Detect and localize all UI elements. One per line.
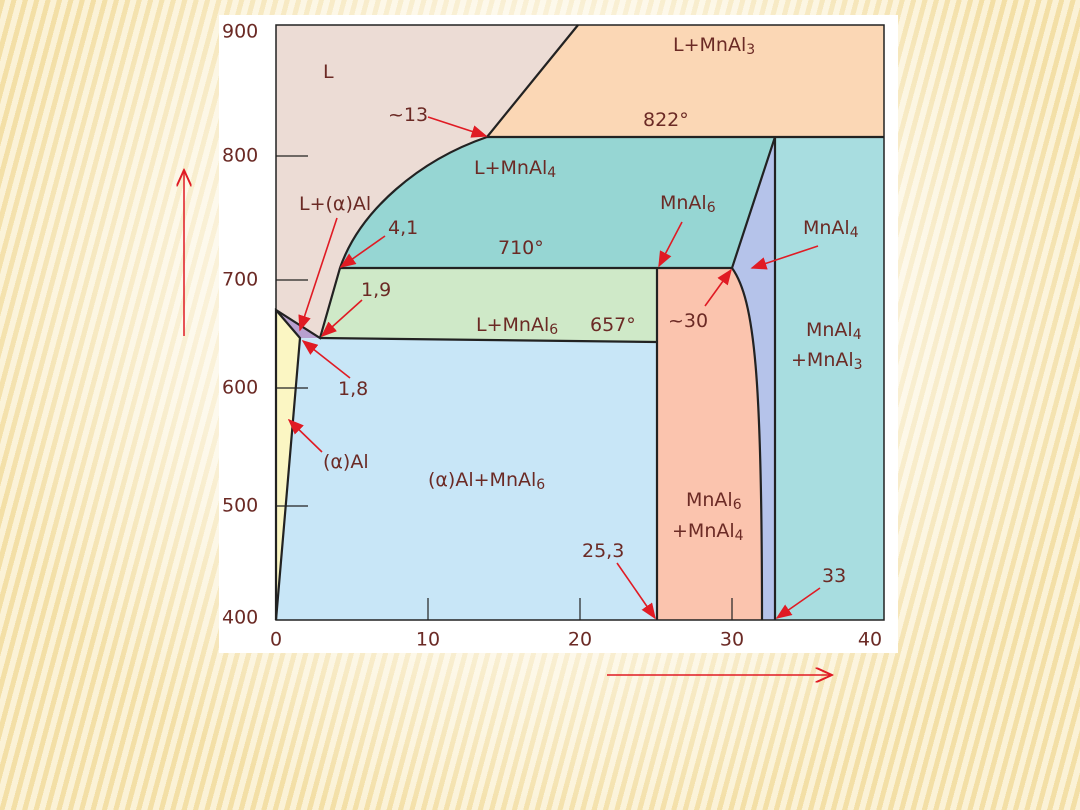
label-text: L+MnAl xyxy=(474,157,547,179)
label-text: +MnAl xyxy=(672,520,735,542)
arrow xyxy=(704,268,732,307)
label-text: 1,9 xyxy=(361,279,391,301)
region-mnal4-mnal3 xyxy=(775,137,884,620)
label-sub: 6 xyxy=(549,322,558,338)
solvus xyxy=(274,309,302,621)
phase-label: MnAl4 xyxy=(803,217,859,242)
label-text: 657° xyxy=(590,314,636,336)
region-labels: L L+MnAl3 822° ~13 L+MnAl4 L+(α)Al 4,1 7… xyxy=(299,34,863,587)
region-l xyxy=(276,25,578,338)
label-text: ~30 xyxy=(668,310,708,332)
arrow xyxy=(658,221,683,268)
phase-label: L+(α)Al xyxy=(299,193,371,215)
phase-label: L+MnAl3 xyxy=(673,34,755,59)
composition-label: ~13 xyxy=(388,104,428,126)
label-text: MnAl xyxy=(803,217,850,239)
label-text: 1,8 xyxy=(338,378,368,400)
arrow xyxy=(750,245,819,270)
y-tick-label: 400 xyxy=(222,607,258,629)
x-tick-label: 30 xyxy=(720,629,744,651)
x-tick-label: 20 xyxy=(568,629,592,651)
arrow xyxy=(287,418,323,453)
arrow xyxy=(427,116,488,138)
phase-label: +MnAl4 xyxy=(672,520,744,545)
label-text: 4,1 xyxy=(388,217,418,239)
x-tick-labels: 0 10 20 30 40 xyxy=(270,629,882,651)
phase-label: L xyxy=(323,61,334,83)
label-text: (α)Al+MnAl xyxy=(428,469,536,491)
label-sub: 4 xyxy=(735,528,744,544)
arrow xyxy=(339,235,386,268)
label-sub: 6 xyxy=(536,477,545,493)
phase-label: L+MnAl4 xyxy=(474,157,556,182)
phase-label: +MnAl3 xyxy=(791,349,863,374)
label-text: +MnAl xyxy=(791,349,854,371)
ticks xyxy=(276,155,733,620)
label-sub: 6 xyxy=(707,200,716,216)
region-l-mnal4 xyxy=(340,137,775,268)
composition-label: 33 xyxy=(822,565,846,587)
x-tick-label: 0 xyxy=(270,629,282,651)
boundary xyxy=(319,336,658,344)
region-mnal6-mnal4 xyxy=(657,268,762,620)
phase-label: MnAl6 xyxy=(686,489,742,514)
label-text: 822° xyxy=(643,109,689,131)
region-l-mnal6 xyxy=(320,268,657,342)
composition-label: 1,9 xyxy=(361,279,391,301)
label-text: MnAl xyxy=(686,489,733,511)
phase-regions xyxy=(276,25,884,620)
label-sub: 3 xyxy=(746,42,755,58)
composition-label: 1,8 xyxy=(338,378,368,400)
temperature-label: 822° xyxy=(643,109,689,131)
phase-label: L+MnAl6 xyxy=(476,314,558,339)
label-text: (α)Al xyxy=(323,451,369,473)
label-text: 25,3 xyxy=(582,540,624,562)
label-sub: 6 xyxy=(733,497,742,513)
arrow xyxy=(301,340,351,379)
label-text: L xyxy=(323,61,334,83)
label-text: L+MnAl xyxy=(673,34,746,56)
label-text: 710° xyxy=(498,237,544,259)
composition-label: 25,3 xyxy=(582,540,624,562)
arrow xyxy=(320,299,363,338)
label-text: L+(α)Al xyxy=(299,193,371,215)
y-tick-label: 800 xyxy=(222,145,258,167)
annotation-arrows xyxy=(287,116,821,620)
y-tick-label: 700 xyxy=(222,269,258,291)
temperature-label: 657° xyxy=(590,314,636,336)
region-l-mnal3 xyxy=(487,25,884,137)
arrow xyxy=(616,562,656,620)
y-tick-label: 600 xyxy=(222,377,258,399)
y-tick-label: 900 xyxy=(222,21,258,43)
x-tick-label: 10 xyxy=(416,629,440,651)
composition-label: ~30 xyxy=(668,310,708,332)
label-sub: 4 xyxy=(850,225,859,241)
boundary xyxy=(730,136,777,621)
phase-label: MnAl6 xyxy=(660,192,716,217)
label-text: 33 xyxy=(822,565,846,587)
x-tick-label: 40 xyxy=(858,629,882,651)
temperature-label: 710° xyxy=(498,237,544,259)
label-text: MnAl xyxy=(660,192,707,214)
arrow xyxy=(775,587,821,619)
phase-label: (α)Al+MnAl6 xyxy=(428,469,545,494)
label-sub: 3 xyxy=(854,357,863,373)
phase-label: (α)Al xyxy=(323,451,369,473)
label-sub: 4 xyxy=(547,165,556,181)
region-al-mnal6 xyxy=(276,338,657,620)
label-text: ~13 xyxy=(388,104,428,126)
label-text: MnAl xyxy=(806,319,853,341)
phase-label: MnAl4 xyxy=(806,319,862,344)
arrow xyxy=(298,217,338,332)
label-sub: 4 xyxy=(853,327,862,343)
composition-label: 4,1 xyxy=(388,217,418,239)
label-text: L+MnAl xyxy=(476,314,549,336)
y-tick-label: 500 xyxy=(222,495,258,517)
y-tick-labels: 400 500 600 700 800 900 xyxy=(222,21,258,629)
